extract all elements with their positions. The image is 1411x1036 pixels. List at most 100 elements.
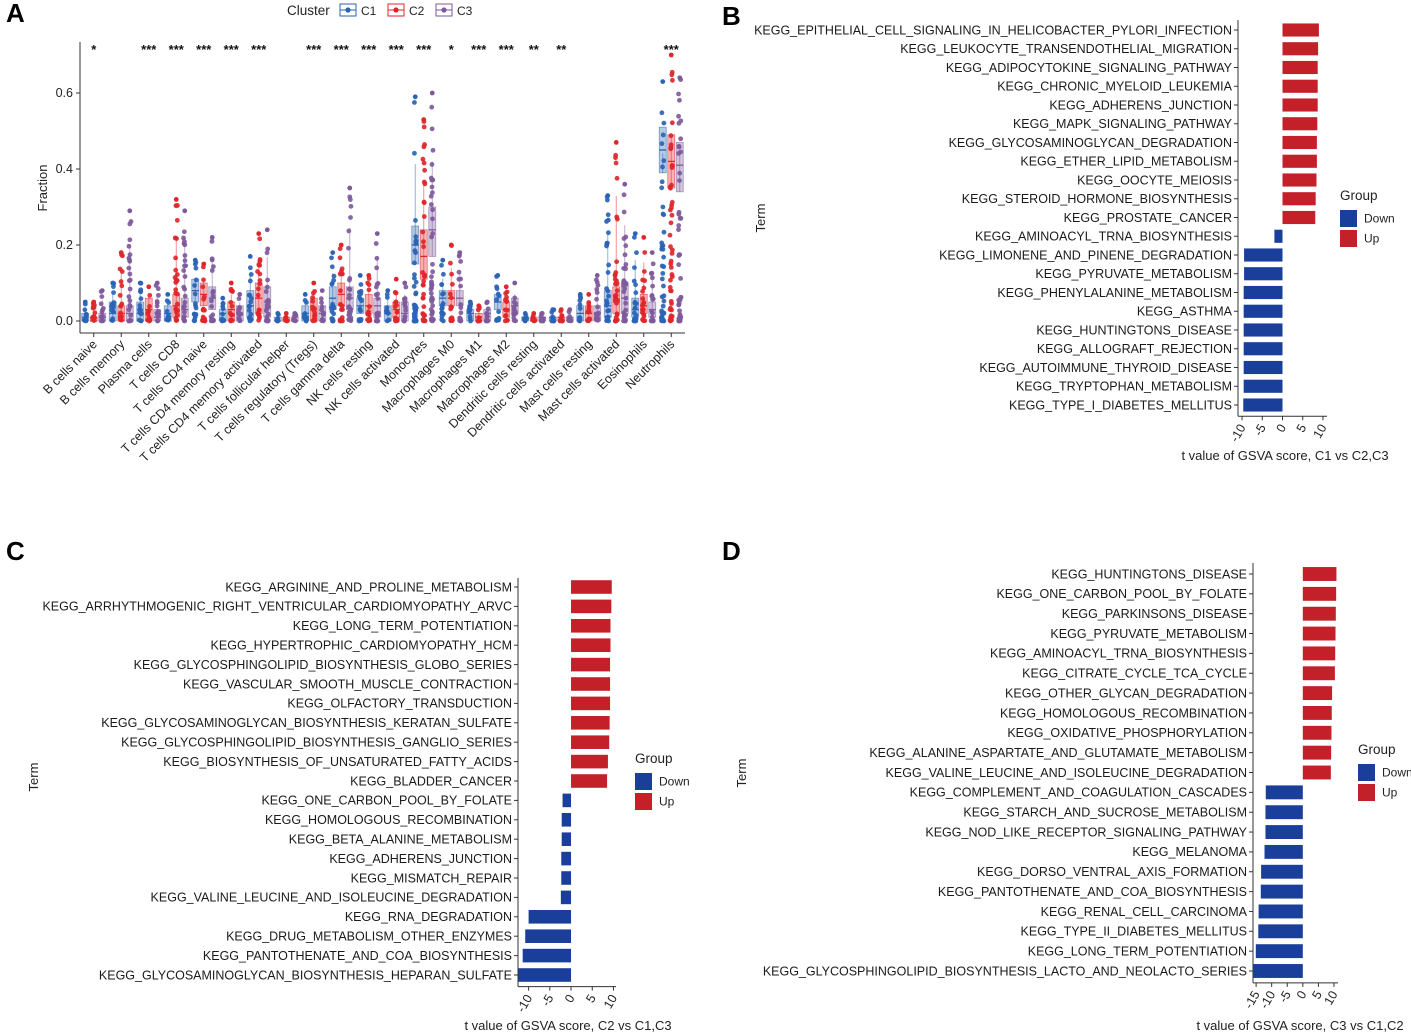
data-point-c1 — [659, 141, 665, 147]
data-point-max-c3 — [677, 75, 683, 81]
data-point-max-c3 — [622, 181, 628, 187]
data-point-c3 — [428, 202, 434, 207]
bar-up — [571, 638, 611, 652]
data-point-max-c1 — [357, 273, 363, 278]
term-label: KEGG_TYPE_I_DIABETES_MELLITUS — [1009, 398, 1232, 412]
data-point-c2 — [613, 160, 619, 166]
data-point-c3 — [211, 264, 216, 269]
data-point-c3 — [430, 177, 436, 183]
bar-down — [561, 813, 572, 827]
data-point-max-c3 — [347, 185, 353, 191]
legend-label-c1: C1 — [361, 4, 377, 18]
term-label: KEGG_HUNTINGTONS_DISEASE — [1036, 323, 1232, 337]
bar-up — [571, 657, 611, 672]
bar-down — [562, 793, 572, 808]
data-point-c2 — [641, 269, 647, 274]
significance-label: *** — [471, 42, 487, 57]
data-point-c1 — [634, 250, 639, 256]
bar-down — [1261, 864, 1303, 879]
data-point-c3 — [621, 236, 627, 241]
data-point-max-c1 — [385, 288, 391, 293]
legend-label-up: Up — [1364, 232, 1380, 246]
legend-title: Cluster — [287, 3, 330, 18]
data-point-c1 — [191, 311, 197, 317]
x-tick-label: 0 — [1294, 988, 1310, 1001]
bar-up — [1282, 60, 1318, 75]
data-point-c3 — [429, 104, 435, 110]
data-point-c1 — [632, 265, 637, 271]
data-point-c1 — [137, 289, 143, 294]
box-c1 — [136, 301, 145, 322]
data-point-c2 — [613, 155, 618, 161]
data-point-c3 — [127, 237, 133, 243]
data-point-c1 — [496, 309, 502, 315]
x-tick-label: -5 — [1251, 422, 1269, 439]
term-label: KEGG_PHENYLALANINE_METABOLISM — [997, 286, 1232, 300]
data-point-c3 — [347, 197, 353, 202]
data-point-max-c3 — [594, 273, 600, 278]
data-point-c2 — [614, 281, 620, 287]
term-label: KEGG_BETA_ALANINE_METABOLISM — [289, 833, 512, 847]
data-point-c2 — [174, 217, 180, 223]
data-point-c1 — [660, 270, 666, 276]
data-point-c1 — [330, 318, 336, 324]
data-point-c1 — [384, 291, 390, 297]
data-point-c3 — [677, 97, 682, 103]
bar-down — [528, 910, 572, 924]
data-point-c1 — [440, 271, 446, 277]
legend-key-up — [1340, 230, 1357, 247]
data-point-max-c3 — [264, 227, 270, 233]
x-axis-title: t value of GSVA score, C1 vs C2,C3 — [1181, 448, 1388, 463]
data-point-c3 — [648, 318, 654, 324]
data-point-c3 — [594, 296, 599, 302]
data-point-c1 — [661, 254, 666, 260]
data-point-c3 — [373, 292, 379, 298]
data-point-c2 — [642, 250, 648, 255]
data-point-c2 — [257, 271, 263, 277]
data-point-max-c2 — [366, 273, 372, 278]
data-point-c3 — [155, 286, 161, 292]
bar-up — [1282, 192, 1316, 206]
data-point-c2 — [475, 307, 481, 313]
data-point-c3 — [318, 296, 324, 302]
data-point-c2 — [668, 316, 674, 322]
bar-up — [571, 754, 608, 769]
data-point-c1 — [247, 265, 253, 271]
data-point-c3 — [678, 294, 684, 300]
term-label: KEGG_ONE_CARBON_POOL_BY_FOLATE — [261, 794, 512, 808]
data-point-c2 — [613, 318, 619, 324]
data-point-c3 — [265, 246, 271, 252]
data-point-c3 — [429, 234, 435, 240]
bar-up — [1302, 606, 1336, 621]
data-point-max-c2 — [118, 250, 124, 256]
x-tick-label: 0 — [1273, 422, 1289, 435]
data-point-c1 — [439, 305, 445, 311]
data-point-c2 — [669, 212, 675, 218]
data-point-max-c2 — [173, 197, 179, 202]
data-point-c1 — [412, 308, 418, 314]
data-point-c2 — [422, 318, 428, 324]
bar-down — [561, 871, 572, 885]
data-point-c2 — [340, 307, 345, 313]
x-tick-label: -5 — [539, 992, 557, 1009]
data-point-max-c1 — [302, 292, 308, 297]
x-tick-label: 5 — [1294, 422, 1310, 435]
significance-label: *** — [306, 42, 322, 57]
data-point-c3 — [210, 312, 216, 318]
data-point-c1 — [661, 283, 666, 289]
term-label: KEGG_OLFACTORY_TRANSDUCTION — [287, 697, 512, 711]
data-point-c1 — [659, 110, 665, 116]
data-point-c3 — [623, 266, 628, 272]
data-point-max-c2 — [311, 280, 317, 286]
term-label: KEGG_AUTOIMMUNE_THYROID_DISEASE — [979, 361, 1232, 375]
data-point-c2 — [421, 144, 427, 150]
term-label: KEGG_DRUG_METABOLISM_OTHER_ENZYMES — [226, 930, 512, 944]
data-point-c1 — [659, 185, 665, 191]
data-point-max-c2 — [338, 242, 344, 248]
data-point-c1 — [411, 275, 417, 281]
box-c1 — [631, 297, 640, 318]
data-point-c1 — [303, 317, 309, 323]
box-c3 — [153, 309, 162, 322]
bar-up — [571, 599, 612, 614]
data-point-c2 — [256, 313, 262, 319]
